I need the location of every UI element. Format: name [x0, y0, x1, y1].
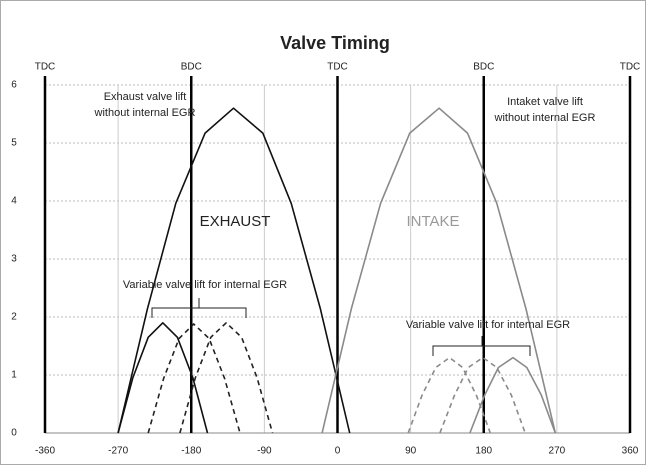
line [117, 107, 351, 434]
annotation: without internal EGR [494, 112, 596, 124]
y-tick-label: 4 [11, 196, 17, 207]
x-tick-label: 0 [335, 446, 341, 457]
line [469, 356, 557, 434]
y-tick-label: 6 [11, 80, 17, 91]
annotation: Intaket valve lift [507, 96, 583, 108]
x-tick-label: 270 [549, 446, 566, 457]
line [439, 356, 526, 434]
chart-title: Valve Timing [280, 33, 390, 53]
annotation: EXHAUST [200, 213, 271, 230]
x-tick-label: -180 [181, 446, 201, 457]
line [117, 321, 209, 434]
line [147, 323, 241, 434]
x-tick-label: 180 [475, 446, 492, 457]
annotation: Variable valve lift for internal EGR [123, 279, 287, 291]
x-tick-label: -90 [257, 446, 272, 457]
y-tick-label: 1 [11, 370, 17, 381]
y-tick-label: 0 [11, 428, 17, 439]
line [179, 321, 274, 434]
reference-label: TDC [327, 62, 348, 73]
line [321, 107, 557, 434]
x-tick-label: -360 [35, 446, 55, 457]
reference-label: BDC [473, 62, 494, 73]
reference-label: BDC [181, 62, 202, 73]
x-tick-label: 90 [405, 446, 417, 457]
reference-label: TDC [620, 62, 641, 73]
annotation: INTAKE [406, 213, 459, 230]
annotation: Exhaust valve lift [104, 91, 187, 103]
y-tick-label: 2 [11, 312, 17, 323]
y-tick-label: 3 [11, 254, 17, 265]
annotation: without internal EGR [94, 107, 196, 119]
x-tick-label: -270 [108, 446, 128, 457]
reference-label: TDC [35, 62, 56, 73]
y-tick-label: 5 [11, 138, 17, 149]
bracket [432, 336, 531, 356]
annotation: Variable valve lift for internal EGR [406, 319, 570, 331]
bracket [151, 298, 247, 318]
line [407, 356, 492, 434]
x-tick-label: 360 [622, 446, 639, 457]
